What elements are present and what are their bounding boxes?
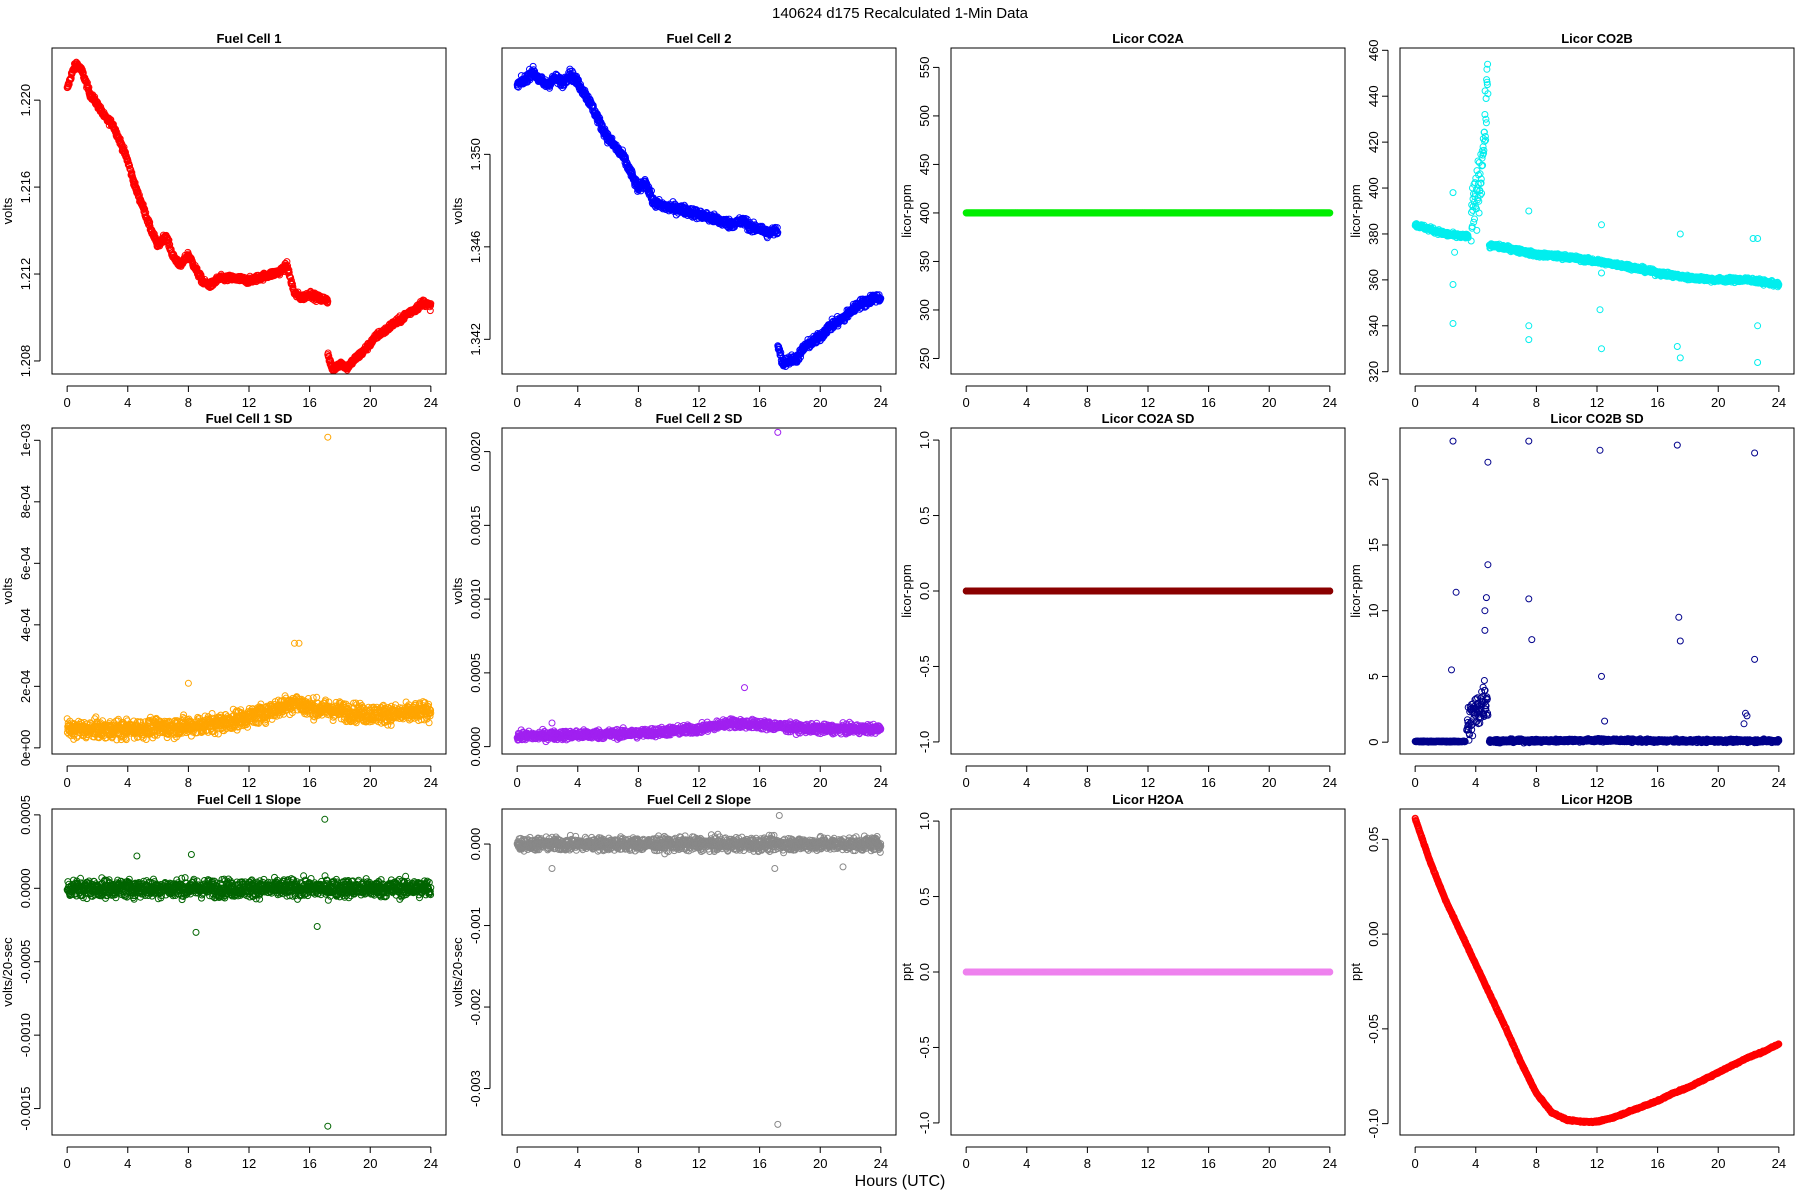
data-point [1482, 119, 1490, 127]
x-axis: 0 4 8 12 16 20 24 [64, 385, 438, 410]
x-tick-label: 12 [1141, 395, 1155, 410]
data-points [962, 209, 1334, 217]
chart-title: Licor CO2A [1112, 31, 1184, 46]
data-point [126, 162, 133, 170]
chart-title: Fuel Cell 2 [666, 31, 731, 46]
x-axis: 0 4 8 12 16 20 24 [514, 385, 888, 410]
x-tick-label: 8 [635, 395, 642, 410]
x-tick-label: 20 [813, 395, 827, 410]
x-tick-label: 8 [185, 395, 192, 410]
chart-title: Fuel Cell 1 [216, 31, 281, 46]
y-tick-label: 1.342 [468, 323, 483, 356]
y-tick-label: 350 [917, 251, 932, 273]
y-tick-label: 1.346 [468, 231, 483, 264]
y-axis: 250 300 350 400 450 500 550 [917, 57, 940, 370]
data-point [131, 179, 139, 187]
x-tick-label: 24 [424, 395, 438, 410]
data-point [146, 218, 154, 226]
data-points [1411, 60, 1783, 366]
x-tick-label: 0 [514, 395, 521, 410]
data-point [289, 283, 297, 291]
y-tick-label: 250 [917, 348, 932, 370]
data-point [324, 349, 332, 357]
data-point [165, 236, 173, 244]
data-point [139, 200, 147, 208]
x-tick-label: 4 [1023, 395, 1030, 410]
y-tick-label: 500 [917, 105, 932, 127]
data-point [323, 299, 331, 306]
y-tick-label: 1.208 [18, 345, 33, 378]
y-tick-label: 300 [917, 299, 932, 321]
x-tick-label: 12 [242, 395, 256, 410]
x-tick-label: 12 [692, 395, 706, 410]
chart-panel: Fuel Cell 2 0 4 8 12 16 20 24 1.342 1.346 1.350 vol… [450, 31, 897, 410]
data-point [65, 80, 73, 88]
panel-grid: Fuel Cell 10 4 8 12 16 20 241.2081.2121.2161.2… [0, 31, 1795, 1171]
y-tick-label: 400 [917, 202, 932, 224]
y-axis: 1.208 1.212 1.216 1.220 [18, 84, 41, 378]
y-tick-label: 550 [917, 57, 932, 79]
y-tick-label: 1.220 [18, 84, 33, 117]
y-axis: 1.342 1.346 1.350 [468, 138, 491, 356]
x-tick-label: 16 [1201, 395, 1215, 410]
x-tick-label: 0 [64, 395, 71, 410]
x-tick-label: 4 [124, 395, 131, 410]
y-tick-label: 1.212 [18, 258, 33, 291]
chart-title: Licor CO2B [1561, 31, 1633, 46]
data-points [63, 58, 435, 375]
x-tick-label: 4 [574, 395, 581, 410]
y-axis-label: volts [450, 197, 465, 224]
x-tick-label: 8 [1084, 395, 1091, 410]
x-tick-label: 20 [363, 395, 377, 410]
x-tick-label: 16 [752, 395, 766, 410]
x-tick-label: 20 [1262, 395, 1276, 410]
figure-title: 140624 d175 Recalculated 1-Min Data [772, 5, 1029, 22]
chart-panel: Licor CO2A 0 4 8 12 16 20 24 250 300 350 400 450 500 5… [899, 31, 1346, 410]
x-tick-label: 16 [302, 395, 316, 410]
data-point [287, 277, 295, 285]
y-axis-label: licor-ppm [899, 184, 914, 237]
x-tick-label: 24 [874, 395, 888, 410]
data-points [513, 62, 885, 370]
data-point [124, 157, 132, 165]
y-tick-label: 1.216 [18, 171, 33, 204]
data-point [91, 93, 99, 101]
x-tick-label: 24 [1323, 395, 1337, 410]
y-axis-label: volts [0, 197, 15, 224]
y-tick-label: 450 [917, 154, 932, 176]
x-axis: 0 4 8 12 16 20 24 [963, 385, 1337, 410]
chart-panel: Fuel Cell 10 4 8 12 16 20 241.2081.2121.2161.2… [0, 31, 447, 410]
data-point [324, 298, 332, 306]
y-tick-label: 1.350 [468, 138, 483, 171]
x-tick-label: 0 [963, 395, 970, 410]
